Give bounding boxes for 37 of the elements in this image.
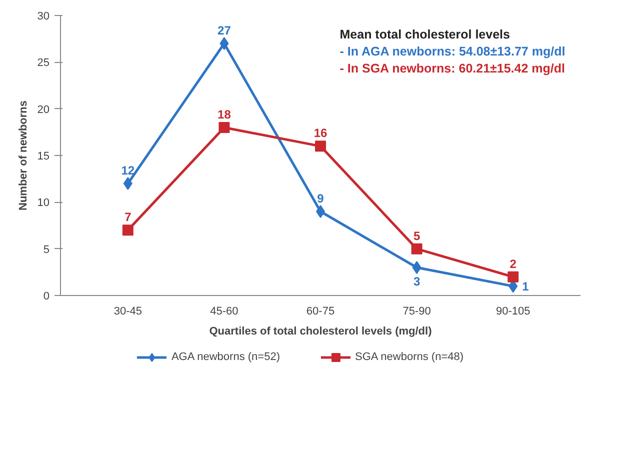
data-label: 9 [317,192,324,206]
data-label: 12 [121,164,135,178]
data-label: 18 [218,108,232,122]
data-label: 27 [218,24,232,38]
point [315,140,326,152]
y-tick-label: 0 [43,290,50,302]
annotation: - In SGA newborns: 60.21±15.42 mg/dl [340,62,565,76]
annotation: - In AGA newborns: 54.08±13.77 mg/dl [340,44,566,58]
data-label: 5 [413,228,420,243]
point [122,224,134,236]
point [218,122,230,133]
data-label: 1 [522,280,530,294]
point [123,177,132,190]
point [412,261,422,274]
point [508,271,519,282]
y-tick-label: 15 [37,150,50,162]
y-axis-title: Number of newborns [17,100,30,211]
data-label: 2 [510,256,517,271]
data-label: 7 [124,210,132,224]
data-label: 3 [413,274,420,288]
x-tick-label: 75-90 [402,306,431,318]
point [411,243,422,254]
annotation: Mean total cholesterol levels [340,28,510,42]
y-tick-label: 20 [37,104,50,116]
x-axis-title: Quartiles of total cholesterol levels (mg/dl) [209,326,432,338]
x-tick-label: 90-105 [496,306,530,318]
y-tick-label: 5 [43,244,50,256]
point [220,37,229,50]
y-tick-label: 25 [37,57,50,70]
y-tick-label: 30 [37,10,50,22]
x-tick-label: 60-75 [306,306,335,318]
x-tick-label: 45-60 [210,306,238,318]
y-tick-label: 10 [37,197,50,210]
x-tick-label: 30-45 [114,306,142,318]
legend-label: AGA newborns (n=52) [171,351,280,363]
data-label: 16 [314,126,328,140]
legend-label: SGA newborns (n=48) [355,351,464,363]
